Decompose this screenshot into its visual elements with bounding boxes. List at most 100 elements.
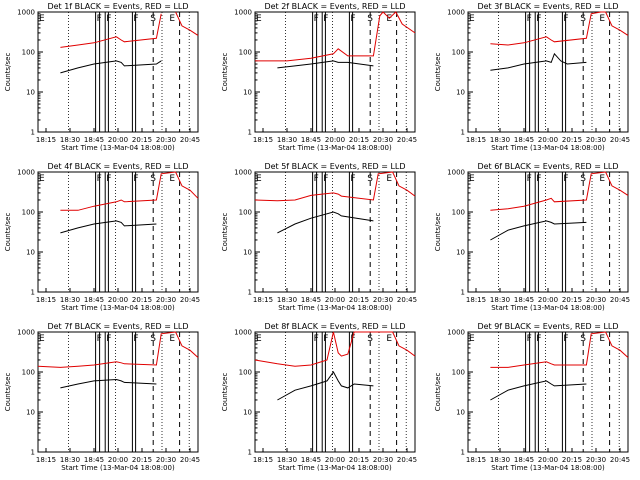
y-tick-label: 1	[248, 449, 252, 457]
x-tick-label: 18:30	[60, 296, 80, 304]
x-axis-label: Start Time (13-Mar-04 18:08:00)	[61, 304, 175, 312]
event-marker-label: E	[386, 174, 392, 184]
plot-frame	[467, 171, 629, 293]
event-marker-label: S	[580, 334, 586, 344]
event-marker-label: F	[314, 174, 319, 184]
event-marker-label: E	[39, 174, 45, 184]
y-tick-label: 100	[452, 49, 465, 57]
event-marker-label: E	[256, 334, 262, 344]
event-marker-label: E	[599, 174, 605, 184]
x-tick-label: 20:30	[373, 296, 393, 304]
event-marker-label: F	[323, 174, 328, 184]
event-marker-label: S	[367, 14, 373, 24]
x-tick-label: 18:15	[36, 456, 56, 464]
y-tick-label: 100	[22, 49, 35, 57]
x-tick-label: 20:15	[562, 456, 582, 464]
x-tick-label: 20:15	[132, 136, 152, 144]
x-tick-label: 18:15	[253, 456, 273, 464]
lld-series-line	[37, 331, 199, 368]
y-axis-label: Counts/sec	[4, 53, 12, 92]
x-tick-label: 18:15	[466, 296, 486, 304]
event-marker-label: S	[150, 334, 156, 344]
y-tick-label: 1	[461, 449, 465, 457]
x-tick-label: 20:30	[586, 296, 606, 304]
event-marker-label: F	[106, 174, 111, 184]
event-marker-label: F	[350, 14, 355, 24]
x-tick-label: 20:30	[586, 456, 606, 464]
x-tick-label: 20:15	[562, 296, 582, 304]
panel-title: Det 5f BLACK = Events, RED = LLD	[264, 162, 405, 171]
events-series-line	[60, 378, 157, 389]
y-axis-label: Counts/sec	[221, 53, 229, 92]
x-tick-label: 20:00	[108, 136, 128, 144]
x-tick-label: 20:15	[349, 456, 369, 464]
y-tick-label: 1	[461, 129, 465, 137]
panel-title: Det 2f BLACK = Events, RED = LLD	[264, 2, 405, 11]
x-tick-label: 18:15	[253, 136, 273, 144]
x-tick-label: 20:30	[156, 296, 176, 304]
events-series-line	[277, 60, 374, 69]
events-series-line	[490, 52, 587, 71]
event-marker-label: E	[169, 174, 175, 184]
event-marker-label: F	[563, 14, 568, 24]
x-axis-label: Start Time (13-Mar-04 18:08:00)	[491, 464, 605, 472]
x-tick-label: 20:15	[562, 136, 582, 144]
panel-1: Det 1f BLACK = Events, RED = LLD 1 10 100 10…	[4, 2, 200, 152]
x-tick-label: 18:30	[490, 456, 510, 464]
event-marker-label: E	[386, 334, 392, 344]
events-series-line	[60, 220, 157, 234]
x-tick-label: 18:45	[514, 296, 534, 304]
event-marker-label: S	[150, 174, 156, 184]
event-marker-label: E	[169, 334, 175, 344]
event-marker-label: F	[527, 334, 532, 344]
y-tick-label: 1	[248, 129, 252, 137]
x-tick-label: 20:30	[586, 136, 606, 144]
y-axis-label: Counts/sec	[434, 373, 442, 412]
event-marker-label: S	[580, 14, 586, 24]
x-tick-label: 18:45	[514, 136, 534, 144]
x-tick-label: 20:45	[180, 456, 200, 464]
event-marker-label: F	[133, 14, 138, 24]
panel-3: Det 3f BLACK = Events, RED = LLD 1 10 100 10…	[434, 2, 630, 152]
y-tick-label: 1	[31, 289, 35, 297]
event-marker-label: F	[106, 14, 111, 24]
y-axis-label: Counts/sec	[4, 373, 12, 412]
events-series-line	[277, 371, 374, 401]
x-tick-label: 20:30	[373, 456, 393, 464]
plot-frame	[37, 331, 199, 453]
x-tick-label: 20:00	[325, 136, 345, 144]
event-marker-label: F	[536, 174, 541, 184]
x-axis-label: Start Time (13-Mar-04 18:08:00)	[278, 304, 392, 312]
y-tick-label: 10	[456, 89, 465, 97]
event-marker-label: F	[133, 174, 138, 184]
lld-series-line	[254, 171, 416, 202]
events-series-line	[277, 211, 374, 234]
y-tick-label: 1000	[17, 329, 35, 337]
x-tick-label: 18:30	[60, 456, 80, 464]
event-marker-label: E	[386, 14, 392, 24]
x-tick-label: 20:45	[610, 136, 630, 144]
x-tick-label: 20:15	[349, 296, 369, 304]
event-marker-label: F	[97, 334, 102, 344]
y-tick-label: 1000	[447, 9, 465, 17]
x-tick-label: 20:45	[397, 136, 417, 144]
lld-series-line	[490, 171, 629, 211]
y-tick-label: 1	[31, 129, 35, 137]
event-marker-label: F	[536, 334, 541, 344]
x-tick-label: 18:45	[84, 296, 104, 304]
lld-series-line	[60, 171, 199, 211]
event-marker-label: F	[536, 14, 541, 24]
event-marker-label: F	[527, 174, 532, 184]
y-tick-label: 1000	[447, 169, 465, 177]
event-marker-label: F	[314, 14, 319, 24]
y-axis-label: Counts/sec	[434, 53, 442, 92]
x-axis-label: Start Time (13-Mar-04 18:08:00)	[278, 464, 392, 472]
event-marker-label: E	[256, 174, 262, 184]
x-tick-label: 20:00	[108, 456, 128, 464]
x-tick-label: 18:45	[84, 456, 104, 464]
x-tick-label: 18:30	[490, 136, 510, 144]
x-axis-label: Start Time (13-Mar-04 18:08:00)	[491, 144, 605, 152]
x-tick-label: 18:45	[301, 296, 321, 304]
x-tick-label: 18:15	[466, 456, 486, 464]
panel-title: Det 8f BLACK = Events, RED = LLD	[264, 322, 405, 331]
